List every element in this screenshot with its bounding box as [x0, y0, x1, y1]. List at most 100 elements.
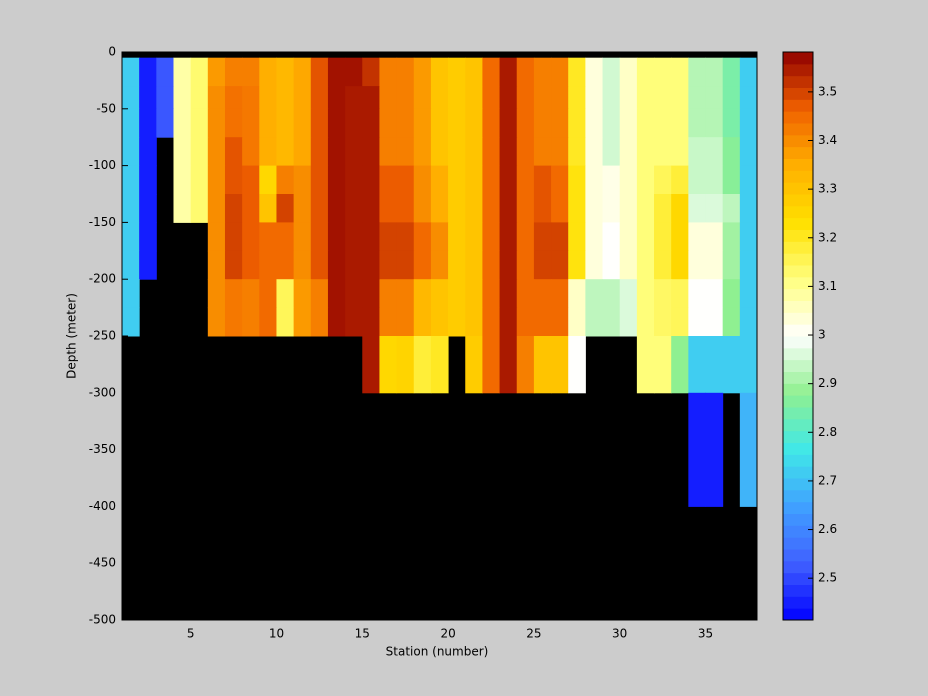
colorbar-swatch — [783, 52, 813, 65]
heat-cell — [688, 86, 707, 110]
heat-cell — [671, 279, 689, 309]
heat-cell — [585, 307, 604, 337]
heat-cell — [448, 222, 466, 252]
heat-cell — [293, 86, 312, 110]
heat-cell — [207, 137, 226, 167]
y-tick-label: -500 — [89, 613, 116, 627]
heat-cell — [499, 194, 518, 223]
y-tick-label: -200 — [89, 272, 116, 286]
heat-cell — [516, 165, 535, 195]
heat-cell — [345, 108, 363, 138]
heat-cell — [362, 250, 380, 280]
heat-cell — [619, 86, 638, 110]
heat-cell — [516, 336, 535, 394]
heat-cell — [551, 86, 569, 110]
heat-cell — [619, 108, 638, 138]
colorbar-tick-label: 2.7 — [818, 473, 837, 487]
heat-cell — [533, 86, 552, 110]
heat-cell — [533, 222, 552, 252]
y-axis-label: Depth (meter) — [65, 293, 79, 379]
heat-cell — [654, 279, 672, 309]
heat-cell — [122, 279, 140, 309]
heat-cell — [688, 222, 707, 252]
heat-cell — [516, 108, 535, 138]
heat-cell — [173, 108, 192, 138]
x-tick-label: 25 — [526, 627, 541, 641]
heat-cell — [413, 222, 432, 252]
heat-cell — [654, 250, 672, 280]
heat-cell — [739, 108, 758, 138]
heat-cell — [224, 108, 243, 138]
colorbar-tick-label: 2.8 — [818, 425, 837, 439]
heat-cell — [207, 108, 226, 138]
colorbar-swatch — [783, 584, 813, 597]
heat-cell — [327, 222, 346, 252]
heat-cell — [671, 307, 689, 337]
colorbar-swatch — [783, 454, 813, 467]
heat-cell — [671, 86, 689, 110]
heat-cell — [568, 57, 586, 87]
heat-cell — [122, 307, 140, 337]
heat-cell — [739, 222, 758, 252]
colorbar-swatch — [783, 407, 813, 420]
heat-cell — [636, 108, 655, 138]
heat-cell — [551, 165, 569, 195]
heat-cell — [533, 336, 552, 394]
heat-cell — [619, 250, 638, 280]
heat-cell — [207, 279, 226, 309]
heat-cell — [739, 392, 758, 507]
heat-cell — [671, 108, 689, 138]
colorbar-swatch — [783, 63, 813, 77]
colorbar-swatch — [783, 549, 813, 562]
heat-cell — [602, 57, 621, 87]
heat-cell — [242, 57, 260, 87]
heat-cell — [310, 108, 329, 138]
heat-cell — [259, 194, 277, 223]
heat-cell — [327, 307, 346, 337]
heat-cell — [259, 57, 277, 87]
y-tick-label: -250 — [89, 329, 116, 343]
heat-cell — [465, 222, 483, 252]
heat-cell — [122, 250, 140, 280]
heat-cell — [533, 194, 552, 223]
heat-cell — [585, 165, 604, 195]
heat-cell — [396, 108, 415, 138]
colorbar-swatch — [783, 99, 813, 112]
heat-cell — [293, 307, 312, 337]
heat-cell — [379, 279, 398, 309]
heat-cell — [293, 279, 312, 309]
heat-cell — [190, 165, 209, 195]
heat-cell — [379, 137, 398, 167]
heat-cell — [293, 194, 312, 223]
colorbar-swatch — [783, 158, 813, 171]
heat-cell — [568, 250, 586, 280]
heat-cell — [602, 194, 621, 223]
heat-cell — [345, 250, 363, 280]
heat-cell — [224, 57, 243, 87]
heat-cell — [276, 108, 295, 138]
heat-cell — [482, 57, 501, 87]
x-tick-label: 30 — [612, 627, 627, 641]
heat-cell — [122, 194, 140, 223]
heat-cell — [242, 86, 260, 110]
heat-cell — [602, 86, 621, 110]
heat-cell — [310, 307, 329, 337]
heat-cell — [224, 86, 243, 110]
y-tick-label: -400 — [89, 499, 116, 513]
heat-cell — [465, 108, 483, 138]
colorbar-swatch — [783, 288, 813, 301]
heat-cell — [636, 57, 655, 87]
heat-cell — [345, 137, 363, 167]
heat-cell — [139, 86, 157, 110]
heat-cell — [396, 307, 415, 337]
heat-cell — [259, 86, 277, 110]
heat-cell — [207, 57, 226, 87]
heat-cell — [482, 165, 501, 195]
x-tick-label: 15 — [355, 627, 370, 641]
heat-cell — [259, 137, 277, 167]
colorbar-swatch — [783, 205, 813, 219]
heat-cell — [516, 307, 535, 337]
heat-cell — [448, 165, 466, 195]
heat-cell — [122, 57, 140, 87]
heat-cell — [190, 57, 209, 87]
